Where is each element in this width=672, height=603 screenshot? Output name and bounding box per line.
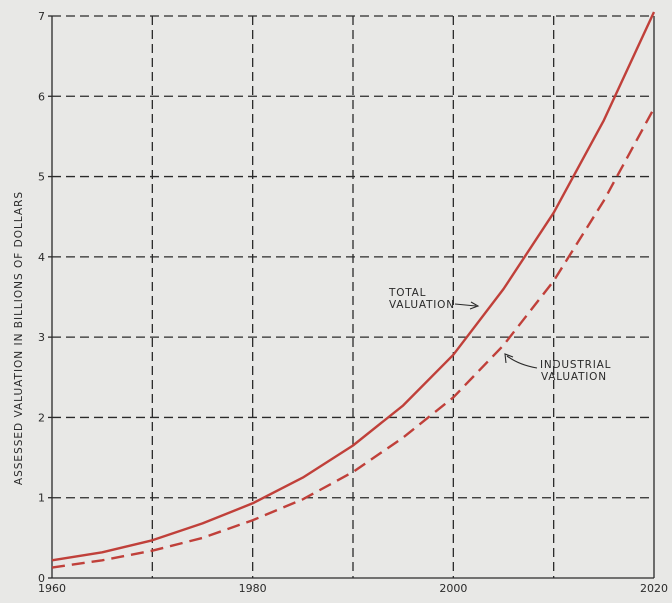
x-tick-2000: 2000	[439, 582, 467, 595]
y-tick-labels: 0 1 2 3 4 5 6 7	[38, 10, 52, 585]
annotation-industrial-arrow	[506, 355, 538, 369]
annotation-industrial-arrowhead	[504, 353, 514, 364]
y-axis-label: ASSESSED VALUATION IN BILLIONS OF DOLLAR…	[13, 191, 25, 485]
x-tick-1960: 1960	[38, 582, 66, 595]
y-tick-3: 3	[38, 331, 45, 344]
x-tick-1980: 1980	[239, 582, 267, 595]
series-line-industrial	[51, 107, 656, 569]
x-tick-2020: 2020	[640, 582, 668, 595]
annotation-total-line-1: VALUATION	[389, 299, 455, 311]
series-lines	[51, 11, 656, 569]
annotation-industrial-line-1: VALUATION	[541, 371, 607, 383]
x-tick-labels: 1960 1980 2000 2020	[38, 582, 668, 595]
y-tick-0: 0	[38, 572, 45, 585]
y-tick-2: 2	[38, 411, 45, 424]
series-line-total	[51, 11, 656, 562]
y-tick-6: 6	[38, 90, 45, 103]
y-tick-4: 4	[38, 251, 45, 264]
annotation-total-arrowhead	[469, 301, 480, 310]
grid	[51, 15, 655, 579]
y-tick-1: 1	[38, 492, 45, 505]
y-tick-7: 7	[38, 10, 45, 23]
y-tick-5: 5	[38, 171, 45, 184]
annotation-total-line-0: TOTAL	[388, 287, 426, 299]
annotation-total-arrow	[454, 303, 477, 307]
annotation-industrial-line-0: INDUSTRIAL	[540, 359, 611, 371]
